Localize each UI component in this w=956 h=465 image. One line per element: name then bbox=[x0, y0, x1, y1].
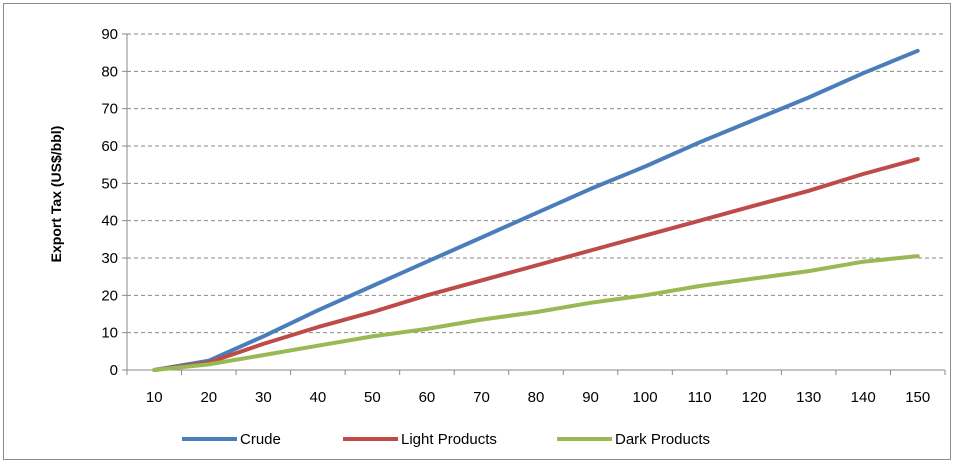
x-tick-label-100: 100 bbox=[633, 389, 658, 406]
gridlines bbox=[127, 33, 945, 334]
series-line-light-products bbox=[152, 157, 920, 372]
x-tick-label-90: 90 bbox=[582, 389, 599, 406]
legend-label-dark-products: Dark Products bbox=[615, 431, 710, 448]
x-tick-label-120: 120 bbox=[742, 389, 767, 406]
x-tick-label-30: 30 bbox=[255, 389, 272, 406]
y-axis-label: Export Tax (US$/bbl) bbox=[48, 126, 64, 263]
y-tick-label-20: 20 bbox=[101, 287, 118, 304]
y-tick-label-30: 30 bbox=[101, 250, 118, 267]
y-tick-labels: 0 10 20 30 40 50 60 70 80 90 bbox=[101, 26, 118, 379]
y-tick-label-10: 10 bbox=[101, 325, 118, 342]
series-lines bbox=[152, 48, 920, 372]
series-line-crude bbox=[152, 48, 920, 372]
x-tick-label-150: 150 bbox=[905, 389, 930, 406]
x-tick-label-40: 40 bbox=[310, 389, 327, 406]
chart-frame: 0 10 20 30 40 50 60 70 80 90 10 20 30 40 50 60 70 80 90 10… bbox=[3, 3, 951, 460]
x-tick-label-10: 10 bbox=[146, 389, 163, 406]
legend: Crude Light Products Dark Products bbox=[182, 431, 710, 448]
y-tick-label-70: 70 bbox=[101, 101, 118, 118]
x-tick-label-80: 80 bbox=[528, 389, 545, 406]
axes bbox=[122, 33, 946, 375]
y-tick-label-50: 50 bbox=[101, 175, 118, 192]
y-tick-label-80: 80 bbox=[101, 63, 118, 80]
legend-label-crude: Crude bbox=[240, 431, 281, 448]
x-tick-label-110: 110 bbox=[688, 389, 712, 406]
x-tick-label-20: 20 bbox=[200, 389, 217, 406]
y-tick-label-40: 40 bbox=[101, 213, 118, 230]
x-tick-label-140: 140 bbox=[851, 389, 876, 406]
legend-label-light-products: Light Products bbox=[401, 431, 497, 448]
y-tick-label-60: 60 bbox=[101, 138, 118, 155]
y-tick-label-90: 90 bbox=[101, 26, 118, 43]
y-tick-label-0: 0 bbox=[110, 362, 118, 379]
x-tick-label-60: 60 bbox=[419, 389, 436, 406]
x-tick-label-50: 50 bbox=[364, 389, 381, 406]
series-line-dark-products bbox=[152, 254, 920, 372]
x-tick-label-70: 70 bbox=[473, 389, 490, 406]
x-tick-labels: 10 20 30 40 50 60 70 80 90 100 110 120 130 140 150 bbox=[146, 389, 930, 406]
x-tick-label-130: 130 bbox=[796, 389, 821, 406]
